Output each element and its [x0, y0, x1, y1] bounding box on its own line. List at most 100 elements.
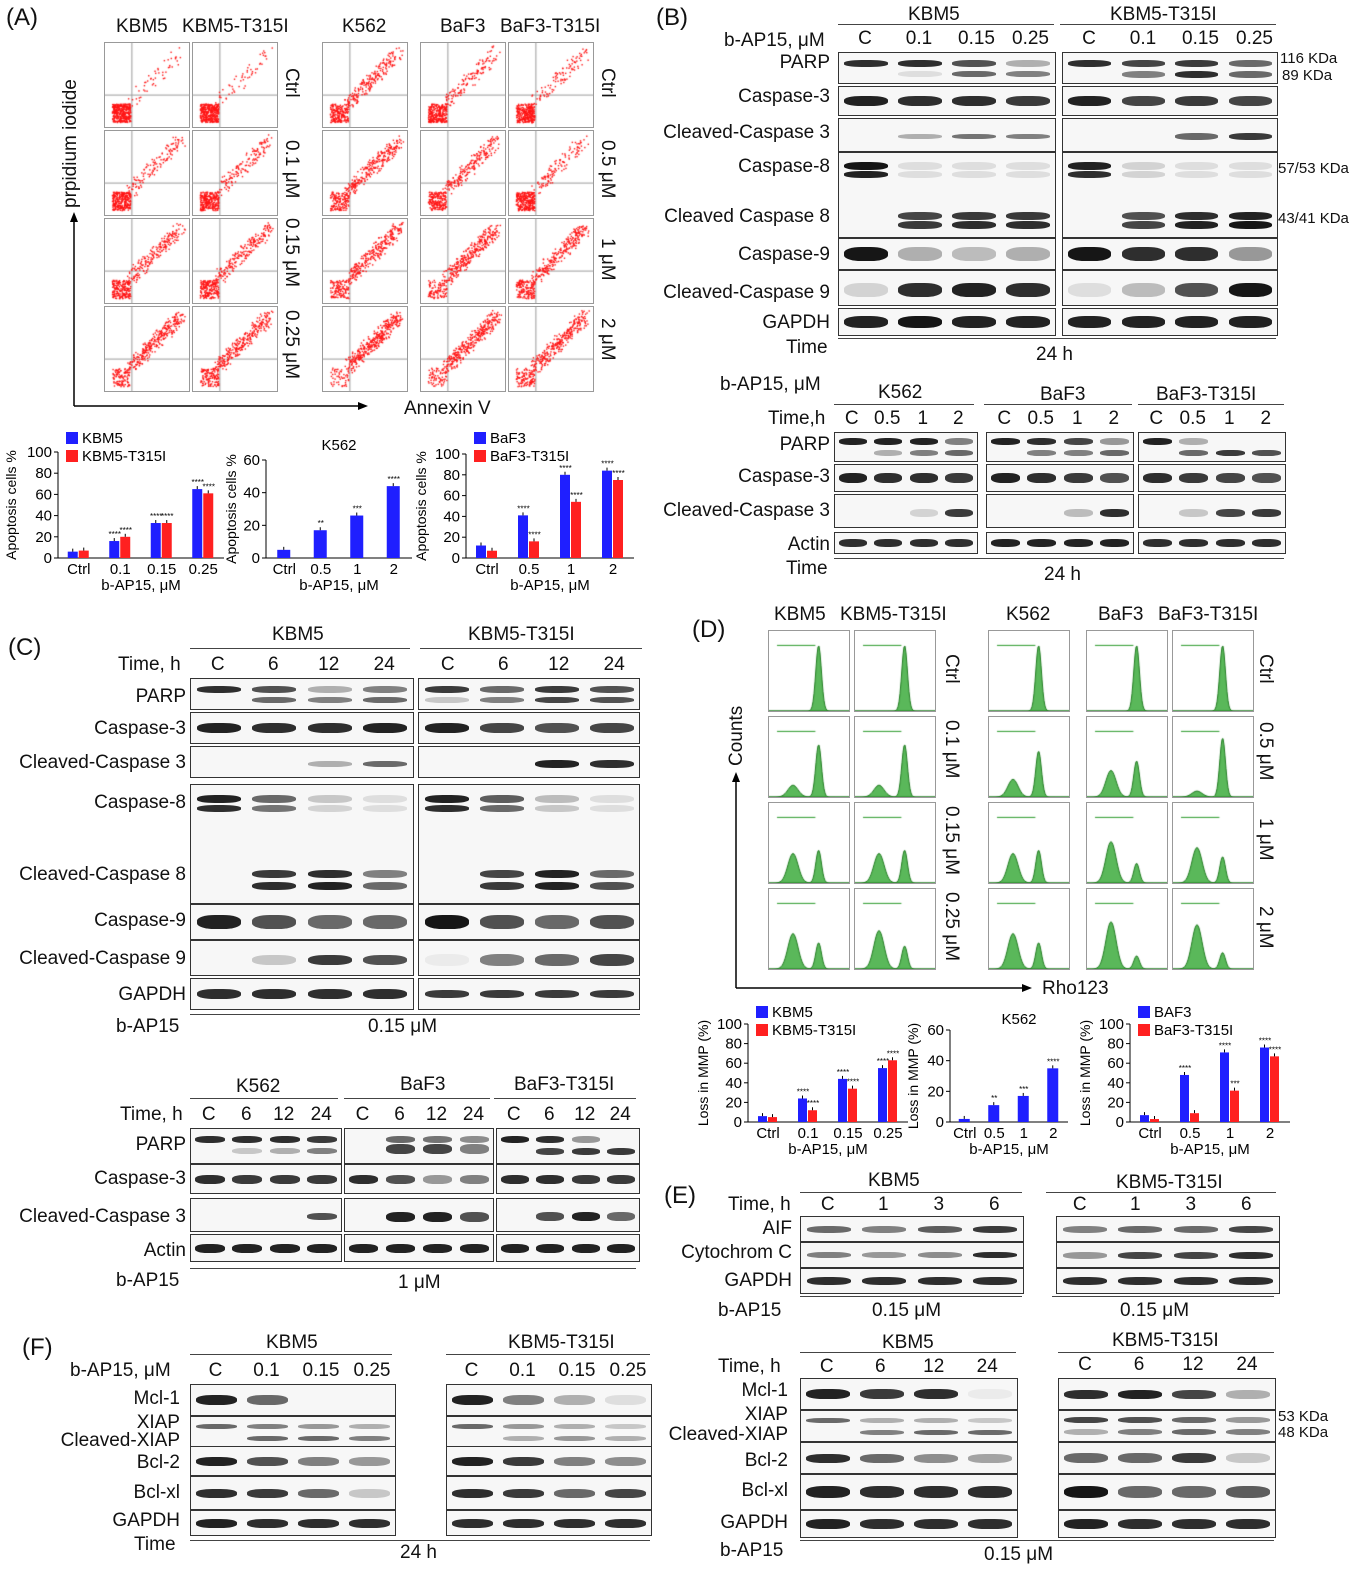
western-blot-strip: [834, 532, 978, 554]
flow-scatter: [421, 219, 505, 303]
blot-band: [909, 437, 938, 445]
blot-band: [1226, 1519, 1270, 1529]
western-blot-strip: [418, 904, 640, 940]
blot-band: [607, 1243, 636, 1253]
blot-band: [914, 1417, 958, 1423]
blot-band: [385, 1243, 416, 1253]
blot-band: [968, 1519, 1012, 1529]
western-blot-strip: [834, 432, 978, 462]
blot-band: [349, 1456, 390, 1466]
flow-plot: [322, 218, 408, 304]
blot-band: [1063, 539, 1093, 547]
panel-d-dose-0-15: 0.15 μM: [941, 806, 962, 876]
western-blot-strip: [190, 904, 414, 940]
x-tick-label: 0.5: [519, 561, 540, 578]
significance-label: ****: [877, 1057, 889, 1066]
bar: [1140, 1115, 1149, 1122]
blot-band: [307, 882, 352, 891]
blot-band: [844, 282, 888, 297]
panel-a-baf-dose-2: 2 μM: [597, 318, 618, 361]
significance-label: ****: [612, 469, 624, 478]
blot-band: [1118, 1277, 1163, 1285]
x-tick-label: 0.1: [110, 561, 131, 578]
blot-band: [534, 759, 579, 768]
blot-band: [1252, 508, 1282, 517]
blot-band: [1228, 96, 1272, 106]
western-blot-strip: [190, 1198, 342, 1232]
blot-band: [1142, 437, 1172, 445]
histogram-curve: [769, 717, 849, 797]
blot-band: [1068, 60, 1112, 67]
significance-label: ****: [807, 1099, 819, 1108]
blot-band: [844, 96, 888, 106]
blot-band: [844, 170, 888, 178]
panel-d-dose-0-25: 0.25 μM: [941, 892, 962, 962]
blot-band: [844, 316, 888, 328]
blot-band: [269, 1174, 300, 1184]
time-col-label: 12: [923, 1356, 945, 1377]
blot-band: [860, 1389, 904, 1399]
y-tick-label: 20: [243, 517, 260, 534]
rho123-histogram: [1172, 802, 1254, 884]
blot-band: [973, 1277, 1018, 1285]
western-blot-strip: [986, 432, 1134, 462]
y-axis-label: Loss in MMP (%): [695, 1020, 711, 1126]
x-tick-label: 1: [567, 561, 575, 578]
blot-band: [1229, 1277, 1274, 1285]
blot-row-label: GAPDH: [112, 1510, 180, 1531]
significance-label: ****: [1047, 1057, 1059, 1066]
flow-scatter: [193, 219, 277, 303]
y-tick-label: 20: [725, 1094, 742, 1111]
panel-a-cell-kbm5: KBM5: [116, 16, 168, 37]
blot-band: [968, 1453, 1012, 1463]
blot-band: [1006, 170, 1050, 178]
blot-band: [1006, 134, 1050, 140]
blot-band: [806, 1252, 851, 1258]
blot-band: [554, 1518, 595, 1528]
legend-swatch: [66, 450, 78, 462]
western-blot-strip: [838, 118, 1056, 152]
bar: [518, 515, 528, 558]
bar: [203, 493, 214, 558]
x-tick-label: Ctrl: [953, 1125, 976, 1142]
blot-band: [898, 221, 942, 230]
blot-row-label: GAPDH: [118, 984, 186, 1005]
blot-band: [247, 1456, 288, 1466]
western-blot-strip: [190, 1416, 396, 1448]
blot-band: [1172, 1453, 1216, 1463]
dose-col-label: 0.25: [353, 1360, 391, 1381]
blot-row-label: Caspase-8: [94, 792, 186, 813]
flow-plot: [420, 306, 506, 392]
blot-band: [914, 1519, 958, 1529]
blot-band: [844, 60, 888, 67]
blot-row-label: GAPDH: [762, 312, 830, 333]
blot-band: [952, 221, 996, 230]
blot-band: [363, 954, 408, 965]
time-col-label: C: [201, 1104, 216, 1125]
blot-band: [990, 539, 1020, 547]
blot-band: [898, 71, 942, 77]
blot-band: [1226, 1417, 1270, 1423]
y-tick-label: 80: [35, 465, 52, 482]
blot-band: [534, 686, 579, 693]
blot-band: [196, 989, 241, 999]
blot-band: [589, 953, 634, 966]
blot-band: [459, 1174, 490, 1184]
blot-band: [247, 1518, 288, 1528]
significance-label: ****: [388, 475, 400, 484]
bar: [1180, 1074, 1189, 1122]
panel-d-bar-chart-k562: 0 20 40 60 Loss in MMP (%) Ctrl 0.5 ** 1 *** 2 ****…: [905, 1011, 1068, 1158]
blot-band: [1175, 60, 1219, 67]
bar: [888, 1060, 897, 1122]
blot-band: [1006, 282, 1050, 297]
blot-band: [298, 1488, 339, 1498]
blot-band: [1121, 60, 1165, 67]
bar: [192, 489, 203, 558]
blot-band: [898, 212, 942, 220]
x-tick-label: 0.15: [833, 1125, 862, 1142]
dose-col-label: 2: [952, 408, 964, 429]
blot-row-label: PARP: [135, 1134, 186, 1155]
western-blot-strip: [190, 1384, 396, 1416]
dose-col-label: C: [844, 408, 859, 429]
blot-band: [589, 869, 634, 878]
